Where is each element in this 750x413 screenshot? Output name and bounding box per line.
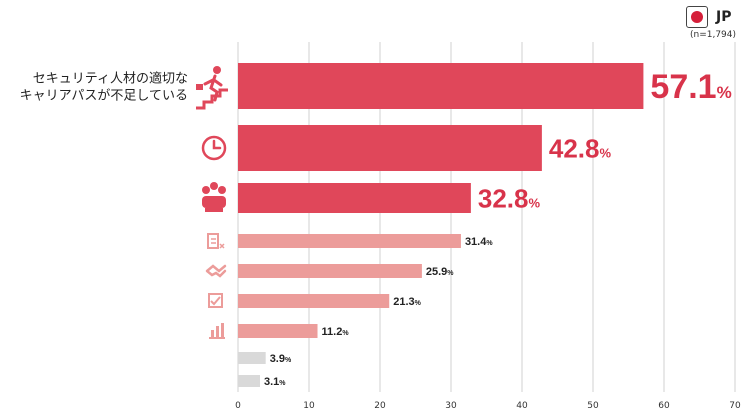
x-tick-label: 30 [445,401,457,411]
bar [238,294,390,308]
data-label: 42.8% [549,133,612,163]
checklist-icon [208,293,223,308]
x-tick-label: 60 [658,401,670,411]
bar-chart-icon [221,323,224,338]
bar [238,63,644,109]
data-label: 31.4% [465,236,493,248]
bar [238,125,542,171]
x-tick-label: 70 [729,401,741,411]
x-tick-label: 40 [516,401,528,411]
team-icon [218,186,226,194]
document-icon [219,243,225,249]
data-label: 32.8% [478,183,541,213]
japan-flag-icon [686,6,708,28]
data-label: 11.2% [322,326,350,338]
x-tick-label: 50 [587,401,599,411]
bar [238,234,461,248]
document-icon [207,233,219,249]
country-code: JP [716,9,732,25]
category-label: キャリアパスが不足している [20,89,188,104]
document-icon [211,238,216,244]
bar [238,375,261,387]
team-icon [202,186,210,194]
x-tick-label: 10 [303,401,315,411]
data-label: 21.3% [393,296,421,308]
bar-chart-icon [216,326,219,338]
data-label: 3.9% [270,353,292,365]
data-label: 3.1% [264,376,286,388]
team-icon [205,208,223,212]
data-label: 25.9% [426,266,454,278]
stairs-climber-icon [196,88,228,110]
handshake-icon [205,264,227,278]
clock-icon [201,135,227,161]
bar [238,324,318,338]
stairs-climber-icon [203,74,223,102]
checklist-icon [210,296,221,306]
bar [238,352,266,364]
category-label: セキュリティ人材の適切な [33,71,188,87]
clock-icon [212,139,222,150]
bar [238,264,422,278]
bar-chart-icon [211,330,214,338]
team-icon [210,182,218,190]
country-badge: JP [686,6,731,28]
x-tick-label: 0 [235,401,241,411]
sample-size: n=1,794 [680,30,746,40]
data-label: 57.1% [650,68,731,106]
x-tick-label: 20 [374,401,386,411]
stairs-climber-icon [196,84,203,90]
team-icon [202,196,226,208]
stairs-climber-icon [213,66,221,74]
bar [238,183,471,213]
